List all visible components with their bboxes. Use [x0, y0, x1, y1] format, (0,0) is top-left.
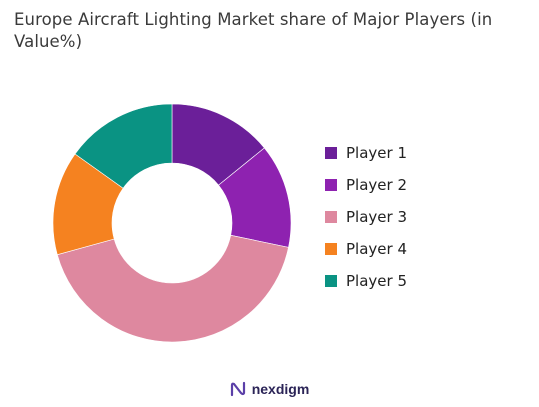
legend-item-player-2[interactable]: Player 2: [325, 169, 485, 201]
legend-swatch-player-2: [325, 179, 337, 191]
legend-swatch-player-5: [325, 275, 337, 287]
legend-label-player-5: Player 5: [346, 272, 407, 290]
legend-item-player-4[interactable]: Player 4: [325, 233, 485, 265]
chart-title: Europe Aircraft Lighting Market share of…: [14, 10, 493, 51]
legend-item-player-5[interactable]: Player 5: [325, 265, 485, 297]
legend-item-player-3[interactable]: Player 3: [325, 201, 485, 233]
legend-label-player-3: Player 3: [346, 208, 407, 226]
nexdigm-logo-icon: [230, 381, 245, 397]
legend-label-player-1: Player 1: [346, 144, 407, 162]
legend-swatch-player-4: [325, 243, 337, 255]
legend-label-player-2: Player 2: [346, 176, 407, 194]
chart-legend: Player 1 Player 2 Player 3 Player 4 Play…: [325, 137, 485, 297]
donut-slice-5[interactable]: [74, 103, 173, 189]
brand-name: nexdigm: [251, 381, 310, 397]
legend-item-player-1[interactable]: Player 1: [325, 137, 485, 169]
donut-slice-3[interactable]: [56, 234, 289, 343]
brand-footer: nexdigm: [0, 381, 539, 397]
legend-swatch-player-3: [325, 211, 337, 223]
donut-slices: [52, 103, 292, 343]
legend-label-player-4: Player 4: [346, 240, 407, 258]
legend-swatch-player-1: [325, 147, 337, 159]
